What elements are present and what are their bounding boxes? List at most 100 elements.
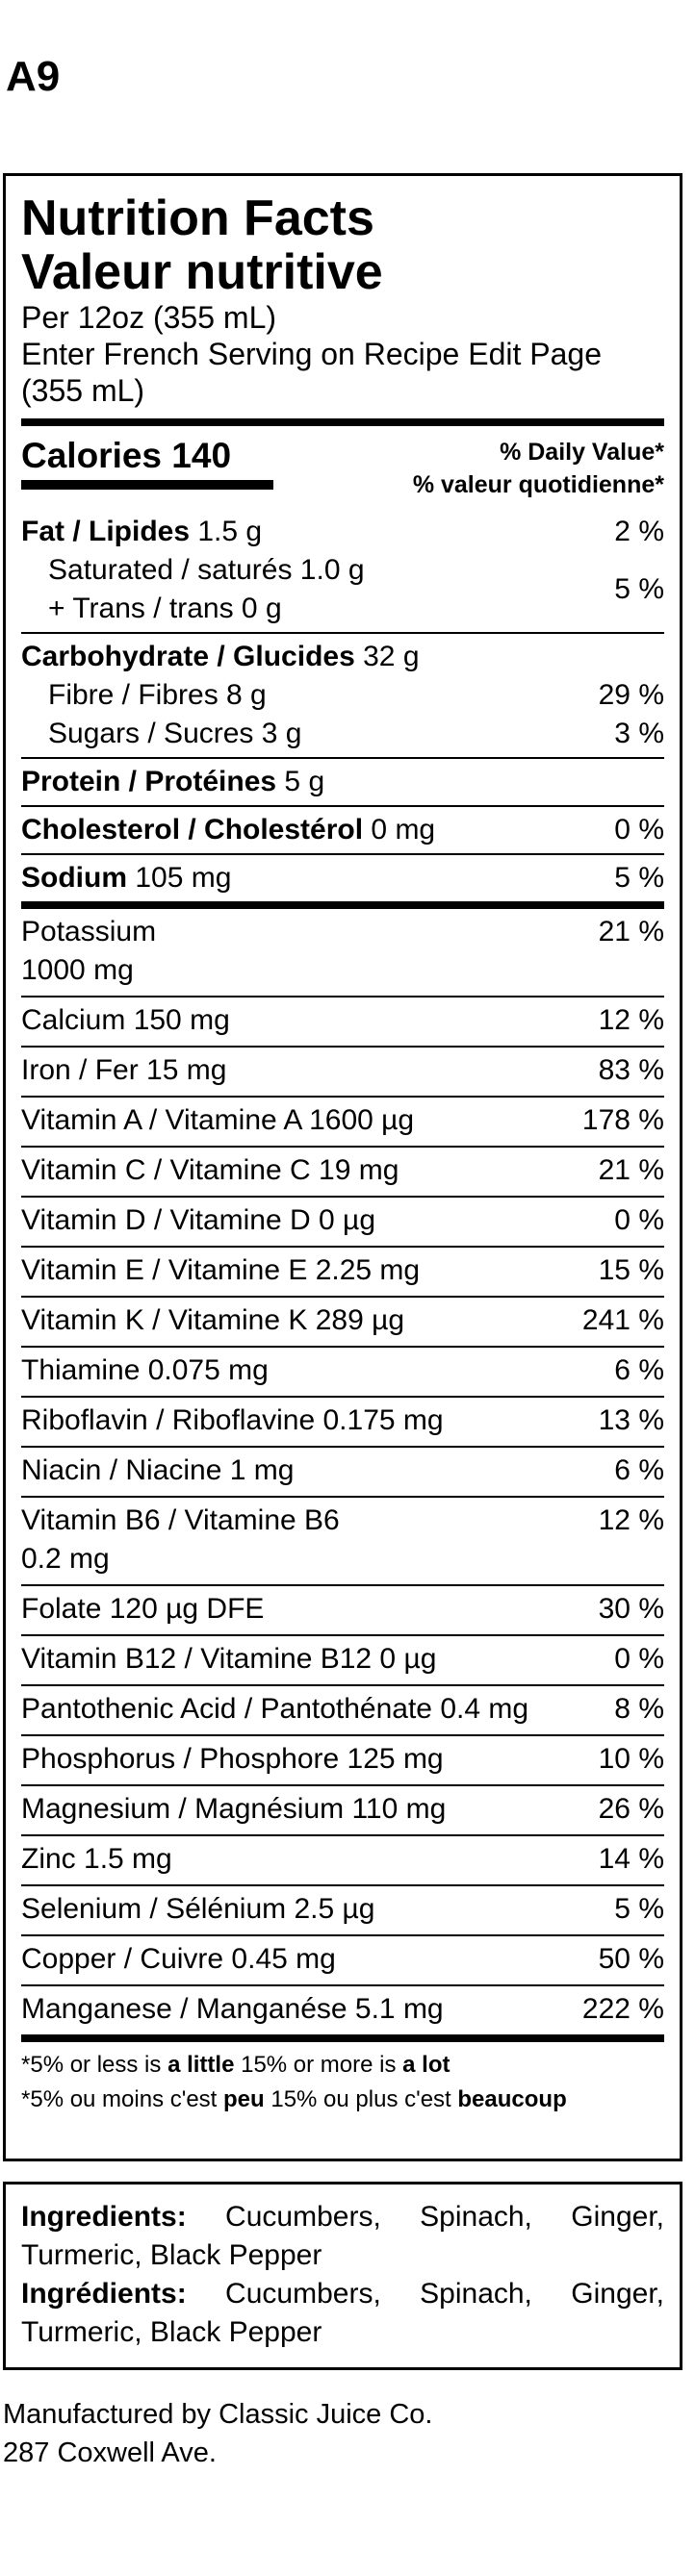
cholesterol-row: Cholesterol / Cholestérol 0 mg 0 % <box>21 811 664 849</box>
nutrient-label: Vitamin B6 / Vitamine B6 <box>21 1504 340 1536</box>
nutrient-row: Manganese / Manganése 5.1 mg 222 % <box>21 1986 664 2034</box>
nutrient-dv: 83 % <box>598 1054 664 1086</box>
manufacturer-line-1: Manufactured by Classic Juice Co. <box>3 2399 433 2430</box>
nutrient-dv: 0 % <box>614 1643 664 1675</box>
manufacturer-info: Manufactured by Classic Juice Co. 287 Co… <box>3 2395 432 2472</box>
nutrient-name: Vitamin B6 / Vitamine B6 0.2 mg <box>21 1502 591 1578</box>
divider <box>21 901 664 909</box>
nutrient-row: Riboflavin / Riboflavine 0.175 mg 13 % <box>21 1398 664 1446</box>
nutrient-name: Phosphorus / Phosphore 125 mg <box>21 1740 591 1779</box>
nutrient-list: Potassium 1000 mg 21 % Calcium 150 mg 12 % Ir… <box>21 909 664 2034</box>
nutrient-row: Zinc 1.5 mg 14 % <box>21 1836 664 1884</box>
ingredients-text-fr: Cucumbers, Spinach, Ginger, Turmeric, Bl… <box>21 2278 664 2348</box>
divider <box>21 1496 664 1498</box>
nutrient-dv: 222 % <box>581 1993 664 2025</box>
divider <box>21 632 664 634</box>
serving-line-2: Enter French Serving on Recipe Edit Page <box>21 337 602 371</box>
nutrient-row: Selenium / Sélénium 2.5 µg 5 % <box>21 1886 664 1934</box>
nutrient-name: Potassium 1000 mg <box>21 913 591 990</box>
nutrient-amount: 0.2 mg <box>21 1543 110 1575</box>
nutrient-dv: 6 % <box>614 1354 664 1386</box>
nutrient-dv: 5 % <box>614 1893 664 1925</box>
nutrient-label: Copper / Cuivre 0.45 mg <box>21 1943 336 1975</box>
nutrient-label: Zinc 1.5 mg <box>21 1843 172 1875</box>
nutrient-row: Potassium 1000 mg 21 % <box>21 909 664 996</box>
sodium-label: Sodium <box>21 862 127 894</box>
divider <box>21 1396 664 1398</box>
nutrient-label: Potassium <box>21 916 157 947</box>
nutrient-row: Magnesium / Magnésium 110 mg 26 % <box>21 1786 664 1834</box>
footnote-text: *5% ou moins c'est <box>21 2086 224 2112</box>
nutrient-dv: 12 % <box>598 1504 664 1536</box>
nutrient-label: Phosphorus / Phosphore 125 mg <box>21 1743 444 1775</box>
sat-trans-row: Saturated / saturés 1.0 g + Trans / tran… <box>21 551 664 628</box>
protein-row: Protein / Protéines 5 g <box>21 763 664 801</box>
divider <box>21 1096 664 1098</box>
footnote-text: 15% or more is <box>234 2052 403 2078</box>
nutrient-name: Iron / Fer 15 mg <box>21 1051 591 1090</box>
nutrient-row: Vitamin D / Vitamine D 0 µg 0 % <box>21 1198 664 1246</box>
divider <box>21 1196 664 1198</box>
nutrient-row: Vitamin A / Vitamine A 1600 µg 178 % <box>21 1098 664 1146</box>
nutrient-row: Vitamin B12 / Vitamine B12 0 µg 0 % <box>21 1636 664 1684</box>
footnote-emphasis: beaucoup <box>457 2086 567 2112</box>
dv-header-fr: % valeur quotidienne* <box>412 471 664 498</box>
dv-header-en: % Daily Value* <box>500 439 664 466</box>
nutrient-row: Vitamin B6 / Vitamine B6 0.2 mg 12 % <box>21 1498 664 1584</box>
nutrient-dv: 6 % <box>614 1454 664 1486</box>
carb-label: Carbohydrate / Glucides <box>21 641 355 672</box>
nutrient-label: Manganese / Manganése 5.1 mg <box>21 1993 444 2025</box>
nutrient-row: Pantothenic Acid / Pantothénate 0.4 mg 8 … <box>21 1686 664 1734</box>
divider <box>21 1834 664 1836</box>
nutrient-label: Iron / Fer 15 mg <box>21 1054 227 1086</box>
fibre-row: Fibre / Fibres 8 g 29 % <box>21 676 664 715</box>
nutrient-row: Phosphorus / Phosphore 125 mg 10 % <box>21 1736 664 1784</box>
nutrient-dv: 21 % <box>598 916 664 947</box>
nutrient-dv: 15 % <box>598 1254 664 1286</box>
title-fr: Valeur nutritive <box>21 244 383 300</box>
cholesterol-label: Cholesterol / Cholestérol <box>21 814 364 846</box>
fat-row: Fat / Lipides 1.5 g 2 % <box>21 513 664 551</box>
divider <box>21 1146 664 1148</box>
sugars-label: Sugars / Sucres 3 g <box>48 718 302 749</box>
divider <box>21 1884 664 1886</box>
cholesterol-dv: 0 % <box>614 814 664 846</box>
cholesterol-amount: 0 mg <box>371 814 436 846</box>
divider <box>21 1684 664 1686</box>
ingredients-text-en: Cucumbers, Spinach, Ginger, Turmeric, Bl… <box>21 2201 664 2271</box>
divider <box>21 2034 664 2042</box>
divider <box>21 1734 664 1736</box>
manufacturer-line-2: 287 Coxwell Ave. <box>3 2437 217 2468</box>
nutrient-label: Vitamin D / Vitamine D 0 µg <box>21 1204 375 1236</box>
divider <box>21 805 664 807</box>
fat-amount: 1.5 g <box>197 516 263 547</box>
divider <box>21 1984 664 1986</box>
sugars-dv: 3 % <box>614 718 664 749</box>
nutrient-label: Folate 120 µg DFE <box>21 1593 265 1625</box>
nutrient-name: Calcium 150 mg <box>21 1001 591 1040</box>
sodium-row: Sodium 105 mg 5 % <box>21 859 664 897</box>
nutrient-dv: 21 % <box>598 1154 664 1186</box>
footnote-emphasis: a little <box>167 2052 235 2078</box>
nutrient-label: Magnesium / Magnésium 110 mg <box>21 1793 447 1825</box>
ingredients-en: Ingredients: Cucumbers, Spinach, Ginger,… <box>21 2198 664 2275</box>
nutrient-label: Pantothenic Acid / Pantothénate 0.4 mg <box>21 1693 529 1725</box>
footnote-text: *5% or less is <box>21 2052 168 2078</box>
nutrient-dv: 26 % <box>598 1793 664 1825</box>
product-code: A9 <box>6 53 61 100</box>
nutrient-row: Folate 120 µg DFE 30 % <box>21 1586 664 1634</box>
ingredients-label-en: Ingredients: <box>21 2201 187 2233</box>
nutrient-name: Copper / Cuivre 0.45 mg <box>21 1940 591 1979</box>
nutrient-dv: 14 % <box>598 1843 664 1875</box>
footnote-text: 15% ou plus c'est <box>264 2086 458 2112</box>
ingredients-label-fr: Ingrédients: <box>21 2278 187 2310</box>
nutrient-label: Niacin / Niacine 1 mg <box>21 1454 295 1486</box>
footnote-en: *5% or less is a little 15% or more is a… <box>21 2048 664 2083</box>
nutrient-name: Riboflavin / Riboflavine 0.175 mg <box>21 1402 591 1440</box>
nutrient-name: Vitamin A / Vitamine A 1600 µg <box>21 1101 575 1140</box>
sugars-row: Sugars / Sucres 3 g 3 % <box>21 715 664 753</box>
nutrient-amount: 1000 mg <box>21 954 134 986</box>
calories-row: Calories 140 % Daily Value* % valeur quo… <box>21 426 664 507</box>
nutrient-dv: 8 % <box>614 1693 664 1725</box>
fat-dv: 2 % <box>614 516 664 547</box>
